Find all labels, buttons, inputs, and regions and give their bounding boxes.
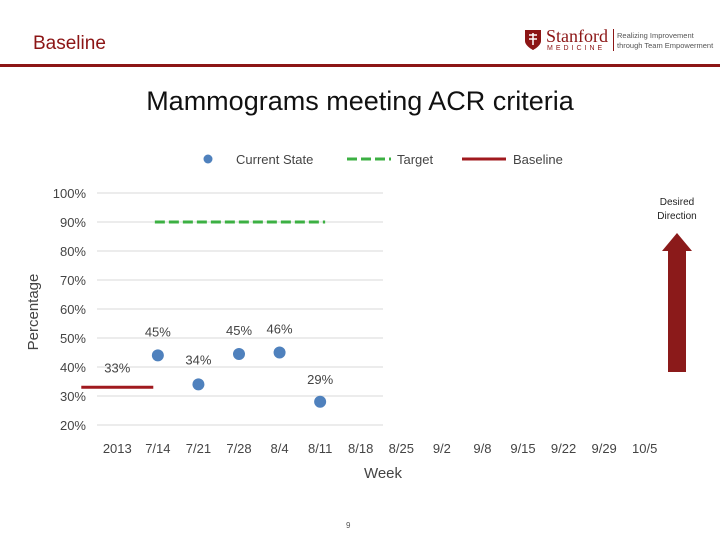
current-state-point <box>273 346 286 359</box>
logo-divider <box>613 29 614 51</box>
current-state-data-label: 29% <box>307 372 333 387</box>
x-axis: 2013 7/14 7/21 7/28 8/4 8/11 8/18 8/25 9/2 9/8 9/1… <box>103 441 658 456</box>
y-tick-label: 70% <box>60 273 86 288</box>
y-tick-label: 30% <box>60 389 86 404</box>
y-tick-label: 40% <box>60 360 86 375</box>
y-tick-label: 50% <box>60 331 86 346</box>
x-axis-label: Week <box>364 465 403 482</box>
x-tick-label: 9/15 <box>510 441 535 456</box>
current-state-data-label: 34% <box>185 352 211 367</box>
x-tick-label: 10/5 <box>632 441 657 456</box>
x-tick-label: 2013 <box>103 441 132 456</box>
current-state-data-label: 45% <box>145 324 171 339</box>
logo-tagline-2: through Team Empowerment <box>617 41 714 50</box>
current-state-point <box>314 395 327 408</box>
y-tick-label: 20% <box>60 418 86 433</box>
logo-wordmark: Stanford <box>546 26 608 46</box>
y-tick-label: 80% <box>60 244 86 259</box>
section-title: Baseline <box>33 33 106 54</box>
x-tick-label: 8/25 <box>389 441 414 456</box>
y-axis-label: Percentage <box>25 274 42 351</box>
current-state-point <box>192 378 205 391</box>
x-tick-label: 7/14 <box>145 441 170 456</box>
x-tick-label: 8/4 <box>271 441 289 456</box>
x-tick-label: 8/11 <box>308 441 332 456</box>
current-state-point <box>233 347 245 360</box>
x-tick-label: 9/22 <box>551 441 576 456</box>
stanford-medicine-logo: Stanford MEDICINE Realizing Improvement … <box>524 26 714 54</box>
legend-label-baseline: Baseline <box>513 152 563 167</box>
x-tick-label: 9/2 <box>433 441 451 456</box>
header-divider <box>0 64 720 67</box>
y-tick-label: 100% <box>53 186 87 201</box>
shield-icon <box>525 30 541 50</box>
logo-tagline-1: Realizing Improvement <box>617 31 694 40</box>
x-tick-label: 9/8 <box>473 441 491 456</box>
chart-gridlines <box>97 192 383 426</box>
legend-label-current-state: Current State <box>236 152 313 167</box>
desired-direction-arrow <box>662 233 692 372</box>
current-state-point <box>151 349 164 362</box>
y-tick-label: 90% <box>60 215 86 230</box>
current-state-data-label: 45% <box>226 323 252 338</box>
x-tick-label: 9/29 <box>591 441 616 456</box>
y-axis: 20% 30% 40% 50% 60% 70% 80% 90% 100% <box>53 186 87 433</box>
logo-subtext: MEDICINE <box>547 45 606 52</box>
slide-number: 9 <box>346 521 351 530</box>
chart-title: Mammograms meeting ACR criteria <box>146 86 574 116</box>
x-tick-label: 8/18 <box>348 441 373 456</box>
x-tick-label: 7/21 <box>186 441 211 456</box>
legend-marker-current-state <box>203 154 213 164</box>
x-tick-label: 7/28 <box>226 441 251 456</box>
y-tick-label: 60% <box>60 302 86 317</box>
chart-series: 45% 34% 45% 46% 29% 33% <box>81 220 334 408</box>
chart-legend: Current State Target Baseline <box>203 152 563 167</box>
baseline-data-label: 33% <box>104 360 130 375</box>
desired-direction-label: Desired Direction <box>657 197 697 222</box>
current-state-data-label: 46% <box>267 322 293 337</box>
legend-label-target: Target <box>397 152 434 167</box>
